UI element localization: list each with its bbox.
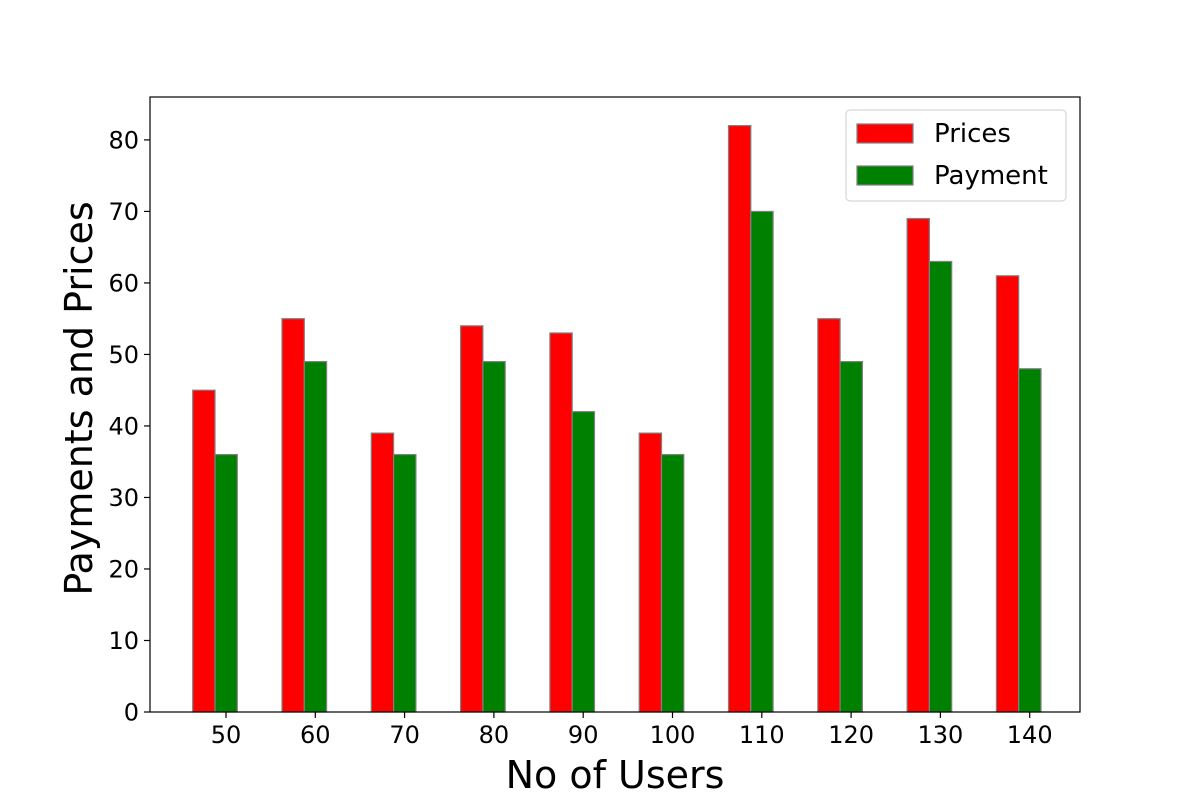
bar-prices-110 <box>727 125 752 713</box>
bar-payment-100 <box>660 453 685 713</box>
bar-prices-60 <box>281 318 305 713</box>
bars-layer <box>192 125 1042 713</box>
legend-label-prices: Prices <box>934 119 1011 149</box>
legend-swatch-payment <box>856 165 914 186</box>
x-tick-label-140: 140 <box>1007 721 1053 749</box>
bar-payment-140 <box>1018 368 1042 713</box>
bar-payment-130 <box>928 260 953 713</box>
bar-payment-60 <box>303 360 328 713</box>
legend-label-payment: Payment <box>934 161 1048 191</box>
bar-payment-90 <box>571 411 596 713</box>
bar-prices-80 <box>460 325 484 713</box>
bar-payment-110 <box>750 210 774 713</box>
legend: Prices Payment <box>845 109 1067 202</box>
x-tick-label-50: 50 <box>211 721 242 749</box>
x-tick-label-110: 110 <box>739 721 785 749</box>
y-tick-label-0: 0 <box>124 699 139 727</box>
bar-prices-140 <box>995 275 1020 713</box>
bar-prices-50 <box>192 389 216 713</box>
y-tick-label-70: 70 <box>108 198 139 226</box>
y-tick-label-30: 30 <box>108 484 139 512</box>
bar-payment-120 <box>839 360 863 713</box>
y-tick-label-60: 60 <box>108 269 139 297</box>
x-tick-label-100: 100 <box>650 721 696 749</box>
y-tick-label-50: 50 <box>108 341 139 369</box>
bar-payment-70 <box>393 453 417 713</box>
legend-swatch-prices <box>856 123 914 144</box>
y-tick-label-10: 10 <box>108 627 139 655</box>
y-tick-label-20: 20 <box>108 555 139 583</box>
bar-prices-100 <box>638 432 663 713</box>
y-axis-title: Payments and Prices <box>57 201 101 595</box>
y-tick-label-80: 80 <box>108 126 139 154</box>
bar-prices-70 <box>370 432 395 713</box>
x-axis-ticks: 50 60 70 80 90 100 110 120 130 140 <box>211 712 1053 749</box>
y-axis-ticks: 0 10 20 30 40 50 60 70 80 <box>108 126 150 727</box>
bar-prices-130 <box>906 217 930 713</box>
x-tick-label-60: 60 <box>300 721 331 749</box>
x-tick-label-80: 80 <box>479 721 510 749</box>
bar-prices-120 <box>817 318 841 713</box>
x-tick-label-120: 120 <box>828 721 874 749</box>
bar-payment-50 <box>214 453 238 713</box>
plot-area-frame <box>149 96 1081 713</box>
bar-prices-90 <box>549 332 573 713</box>
x-tick-label-70: 70 <box>389 721 420 749</box>
x-axis-title: No of Users <box>506 753 725 797</box>
y-tick-label-40: 40 <box>108 412 139 440</box>
bar-payment-80 <box>482 360 506 713</box>
x-tick-label-90: 90 <box>568 721 599 749</box>
legend-items: Prices Payment <box>856 119 1048 191</box>
x-tick-label-130: 130 <box>917 721 963 749</box>
